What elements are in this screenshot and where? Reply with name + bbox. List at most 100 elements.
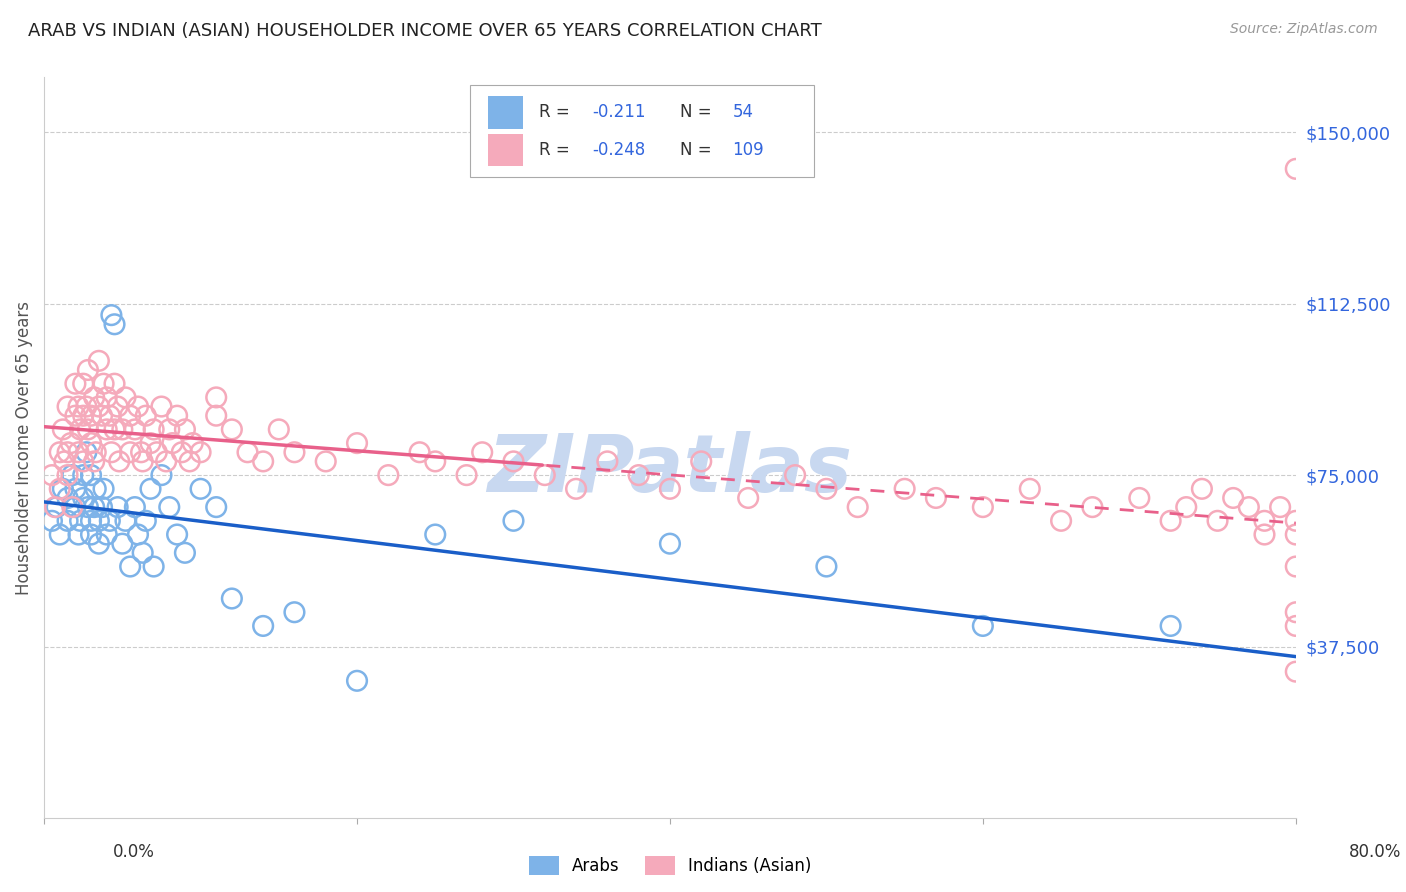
Point: [98, 514, 121, 528]
Point: [846, 500, 869, 515]
Text: ARAB VS INDIAN (ASIAN) HOUSEHOLDER INCOME OVER 65 YEARS CORRELATION CHART: ARAB VS INDIAN (ASIAN) HOUSEHOLDER INCOM…: [28, 22, 823, 40]
Point: [142, 422, 165, 436]
Point: [1253, 514, 1275, 528]
Point: [785, 468, 807, 483]
Point: [737, 491, 759, 505]
Point: [72, 454, 94, 468]
Point: [69, 514, 91, 528]
Y-axis label: Householder Income Over 65 years: Householder Income Over 65 years: [15, 301, 32, 595]
Point: [87, 354, 110, 368]
Bar: [488, 134, 523, 166]
Point: [425, 454, 447, 468]
Point: [41, 468, 63, 483]
Point: [108, 454, 131, 468]
Point: [100, 445, 122, 459]
Point: [72, 376, 94, 391]
Point: [1285, 514, 1308, 528]
Point: [205, 500, 228, 515]
Point: [166, 527, 188, 541]
Point: [49, 445, 72, 459]
Point: [157, 422, 180, 436]
Point: [1160, 514, 1182, 528]
Point: [131, 546, 153, 560]
Point: [252, 619, 274, 633]
Point: [252, 454, 274, 468]
Point: [1206, 514, 1229, 528]
Point: [80, 409, 103, 423]
Text: R =: R =: [538, 103, 579, 121]
Point: [658, 536, 681, 550]
Point: [129, 445, 152, 459]
Point: [91, 500, 114, 515]
Text: ZIPatlas: ZIPatlas: [488, 431, 852, 509]
Point: [72, 491, 94, 505]
Point: [96, 422, 118, 436]
Point: [65, 409, 87, 423]
Point: [77, 500, 100, 515]
Point: [120, 445, 142, 459]
Point: [181, 436, 204, 450]
Point: [52, 482, 75, 496]
Point: [221, 422, 243, 436]
Point: [815, 482, 838, 496]
Point: [69, 422, 91, 436]
Point: [75, 400, 97, 414]
Point: [56, 468, 79, 483]
Point: [1268, 500, 1291, 515]
Point: [346, 436, 368, 450]
Point: [93, 376, 115, 391]
Point: [83, 454, 105, 468]
Point: [1175, 500, 1198, 515]
Point: [98, 409, 121, 423]
Point: [83, 500, 105, 515]
Text: -0.211: -0.211: [592, 103, 645, 121]
Point: [75, 445, 97, 459]
Point: [96, 527, 118, 541]
Text: 0.0%: 0.0%: [112, 843, 155, 861]
Point: [80, 436, 103, 450]
Point: [111, 536, 134, 550]
Point: [127, 527, 149, 541]
Point: [111, 422, 134, 436]
Point: [87, 536, 110, 550]
Legend: Arabs, Indians (Asian): Arabs, Indians (Asian): [520, 847, 820, 884]
Point: [59, 436, 82, 450]
Point: [1285, 605, 1308, 619]
Point: [67, 400, 90, 414]
Point: [658, 482, 681, 496]
Point: [1191, 482, 1213, 496]
Point: [166, 409, 188, 423]
Point: [1285, 527, 1308, 541]
Point: [139, 482, 162, 496]
Point: [84, 482, 107, 496]
Point: [456, 468, 478, 483]
Point: [1285, 665, 1308, 679]
Text: Source: ZipAtlas.com: Source: ZipAtlas.com: [1230, 22, 1378, 37]
Point: [44, 500, 66, 515]
Point: [87, 400, 110, 414]
Point: [45, 500, 67, 515]
Text: R =: R =: [538, 141, 579, 159]
Point: [190, 482, 212, 496]
Bar: [488, 96, 523, 128]
Point: [124, 422, 146, 436]
Point: [72, 468, 94, 483]
Point: [135, 409, 157, 423]
Point: [174, 546, 197, 560]
Point: [502, 454, 524, 468]
Point: [267, 422, 290, 436]
Point: [80, 468, 103, 483]
Point: [49, 482, 72, 496]
Point: [925, 491, 948, 505]
Point: [157, 500, 180, 515]
Point: [91, 409, 114, 423]
Point: [1050, 514, 1073, 528]
Point: [77, 422, 100, 436]
Point: [1160, 619, 1182, 633]
Point: [114, 391, 136, 405]
Point: [77, 363, 100, 377]
Point: [627, 468, 650, 483]
Point: [205, 409, 228, 423]
Point: [114, 514, 136, 528]
Point: [67, 527, 90, 541]
